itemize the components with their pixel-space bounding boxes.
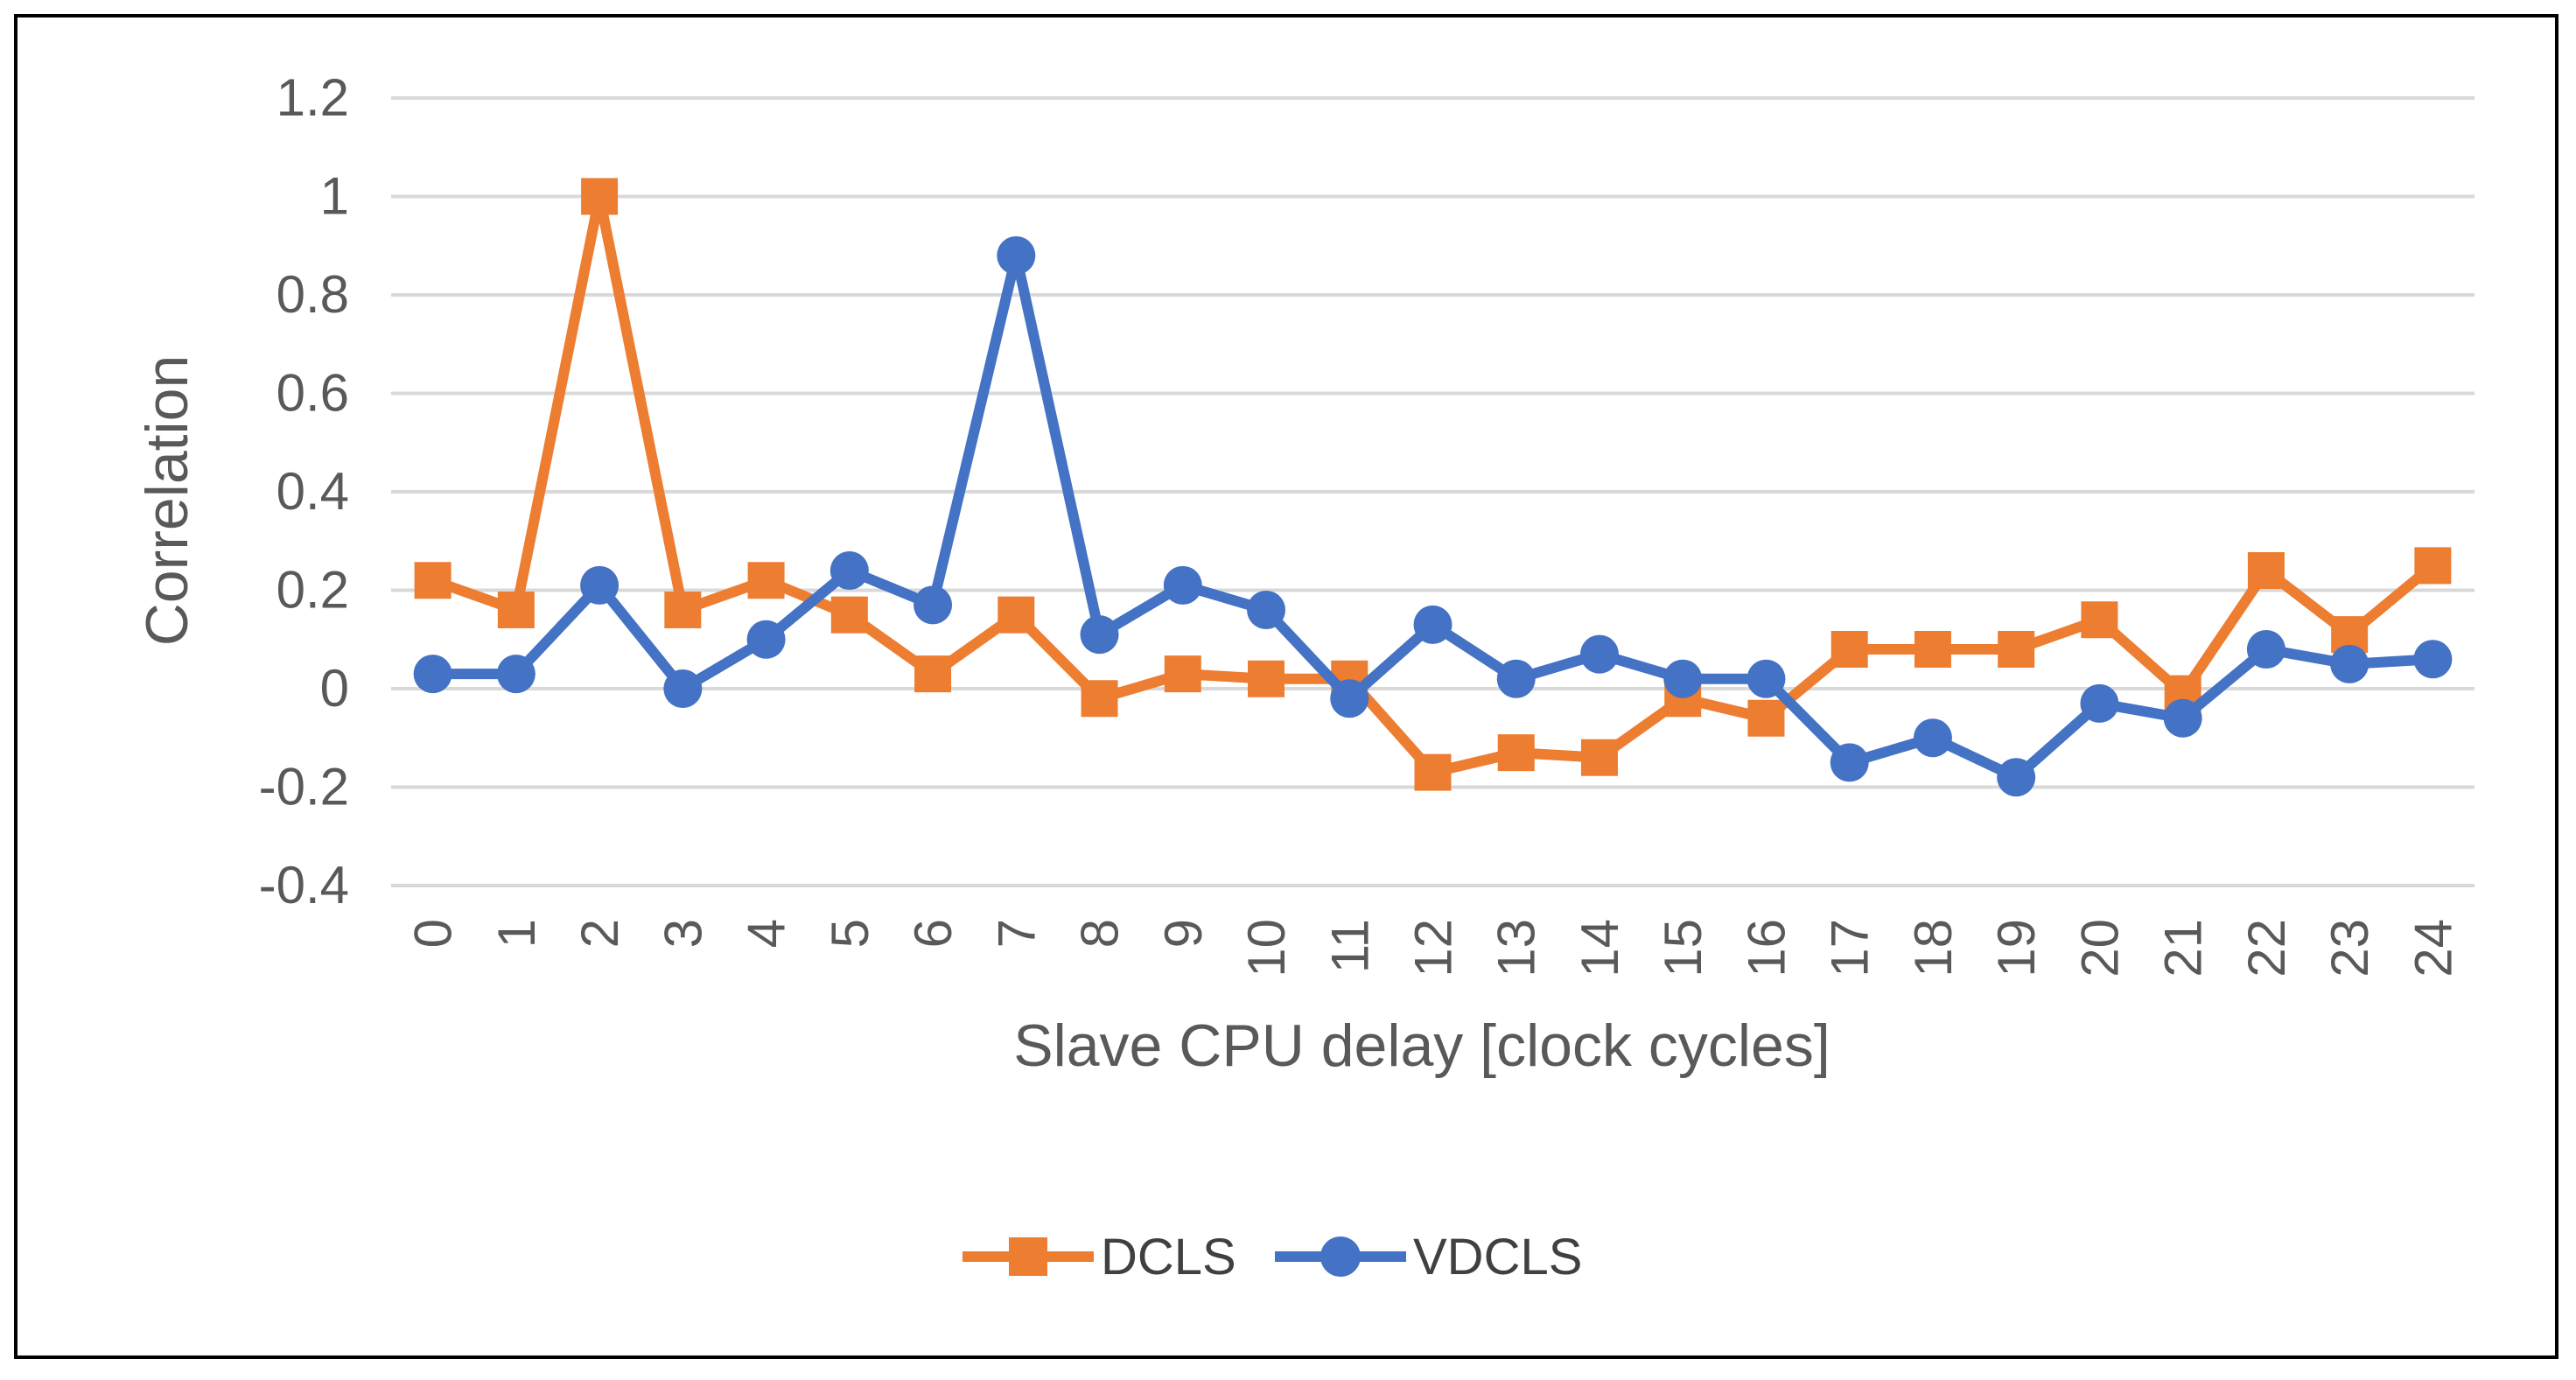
series-dcls [414, 178, 2452, 791]
data-point-dcls [1914, 631, 1951, 668]
data-point-dcls [998, 596, 1035, 634]
data-point-vdcls [2080, 683, 2119, 723]
x-tick-label: 13 [1488, 919, 1546, 977]
x-tick-label: 22 [2237, 919, 2296, 977]
data-point-dcls [914, 655, 952, 693]
x-tick-label: 11 [1320, 919, 1379, 973]
data-point-dcls [1414, 753, 1452, 791]
y-tick-label: 0.6 [276, 364, 349, 423]
x-axis-ticks: 0 1 2 3 4 5 6 7 8 9 10 11 12 13 14 15 16 17 18 19 20 21 22 23 24 [404, 919, 2463, 977]
data-point-vdcls [1330, 679, 1369, 718]
legend: DCLS VDCLS [962, 1229, 1582, 1285]
data-point-dcls [1081, 680, 1118, 718]
x-tick-label: 7 [987, 919, 1046, 948]
legend-label: VDCLS [1413, 1229, 1582, 1285]
data-point-dcls [1580, 739, 1618, 776]
x-tick-label: 2 [570, 919, 629, 948]
data-point-vdcls [1413, 605, 1452, 644]
y-tick-label: 1.2 [276, 68, 349, 127]
x-tick-label: 21 [2154, 919, 2213, 977]
data-point-vdcls [1913, 718, 1952, 758]
chart-frame: 1.2 1 0.8 0.6 0.4 0.2 0 -0.2 -0.4 0 1 2 3 4 5 6 7 8 9 10 11… [14, 14, 2558, 1359]
data-point-dcls [2081, 601, 2118, 639]
data-point-dcls [2414, 547, 2452, 585]
x-tick-label: 10 [1237, 919, 1296, 977]
x-tick-label: 18 [1904, 919, 1963, 977]
legend-item-dcls: DCLS [962, 1229, 1236, 1285]
data-point-vdcls [1163, 565, 1202, 605]
x-tick-label: 19 [1987, 919, 2046, 977]
data-point-vdcls [1830, 743, 1869, 782]
x-tick-label: 12 [1404, 919, 1463, 977]
data-point-vdcls [2246, 630, 2286, 669]
y-tick-label: -0.2 [259, 758, 349, 816]
x-tick-label: 24 [2404, 919, 2462, 977]
y-tick-label: 0 [320, 659, 349, 718]
data-point-vdcls [663, 669, 703, 708]
y-tick-label: 0.4 [276, 462, 349, 521]
y-axis-title: Correlation [134, 355, 200, 647]
x-tick-label: 15 [1654, 919, 1712, 977]
x-tick-label: 4 [738, 919, 796, 948]
data-point-dcls [664, 592, 702, 628]
x-tick-label: 8 [1071, 919, 1130, 948]
x-tick-label: 23 [2320, 919, 2379, 977]
data-point-vdcls [1080, 615, 1119, 655]
data-point-dcls [497, 592, 535, 628]
data-point-dcls [1998, 631, 2035, 668]
legend-item-vdcls: VDCLS [1275, 1229, 1582, 1285]
y-tick-label: 1 [320, 167, 349, 226]
data-point-vdcls [914, 585, 953, 625]
data-point-dcls [1248, 660, 1285, 697]
data-point-dcls [414, 562, 452, 599]
data-point-dcls [1747, 699, 1785, 737]
data-point-dcls [581, 178, 619, 215]
x-tick-label: 6 [904, 919, 962, 948]
data-point-vdcls [2330, 644, 2370, 683]
data-point-vdcls [1997, 758, 2036, 797]
data-point-dcls [1164, 655, 1201, 693]
x-tick-label: 5 [821, 919, 879, 948]
data-point-vdcls [496, 655, 536, 694]
data-point-vdcls [580, 565, 620, 605]
data-point-vdcls [1496, 659, 1536, 698]
data-point-vdcls [746, 620, 786, 659]
data-point-dcls [2247, 552, 2285, 589]
y-axis-ticks: 1.2 1 0.8 0.6 0.4 0.2 0 -0.2 -0.4 [259, 68, 349, 914]
x-tick-label: 17 [1821, 919, 1880, 977]
data-point-dcls [747, 562, 785, 599]
x-tick-label: 3 [654, 919, 712, 948]
data-point-vdcls [1663, 659, 1703, 698]
line-chart: 1.210.80.60.40.20-0.2-0.4 0 1 2 3 4 5 6 7 8 9 10 11… [134, 68, 2474, 1285]
data-point-vdcls [1247, 591, 1286, 629]
data-point-vdcls [830, 551, 869, 590]
x-tick-label: 9 [1154, 919, 1213, 948]
series-line-vdcls [427, 250, 2439, 783]
series [413, 178, 2453, 797]
legend-swatch-marker [1009, 1237, 1047, 1276]
x-tick-label: 14 [1571, 919, 1629, 977]
x-tick-label: 0 [404, 919, 463, 948]
data-point-dcls [830, 596, 868, 634]
x-axis-title: Slave CPU delay [clock cycles] [1013, 1012, 1830, 1079]
x-tick-label: 1 [487, 919, 546, 948]
legend-label: DCLS [1101, 1229, 1236, 1285]
series-line-dcls [427, 191, 2439, 778]
data-point-vdcls [1746, 659, 1786, 698]
x-tick-label: 16 [1737, 919, 1796, 977]
x-tick-label: 20 [2070, 919, 2129, 977]
data-point-vdcls [2413, 640, 2453, 679]
data-point-vdcls [997, 236, 1036, 275]
data-point-vdcls [1579, 634, 1619, 674]
data-point-vdcls [2163, 698, 2202, 738]
data-point-dcls [1497, 734, 1535, 772]
y-tick-label: 0.2 [276, 561, 349, 620]
legend-swatch-marker [1320, 1236, 1361, 1277]
data-point-dcls [1830, 631, 1868, 668]
series-vdcls [413, 236, 2453, 797]
y-tick-label: -0.4 [259, 856, 349, 914]
y-tick-label: 0.8 [276, 265, 349, 324]
data-point-vdcls [413, 655, 452, 694]
